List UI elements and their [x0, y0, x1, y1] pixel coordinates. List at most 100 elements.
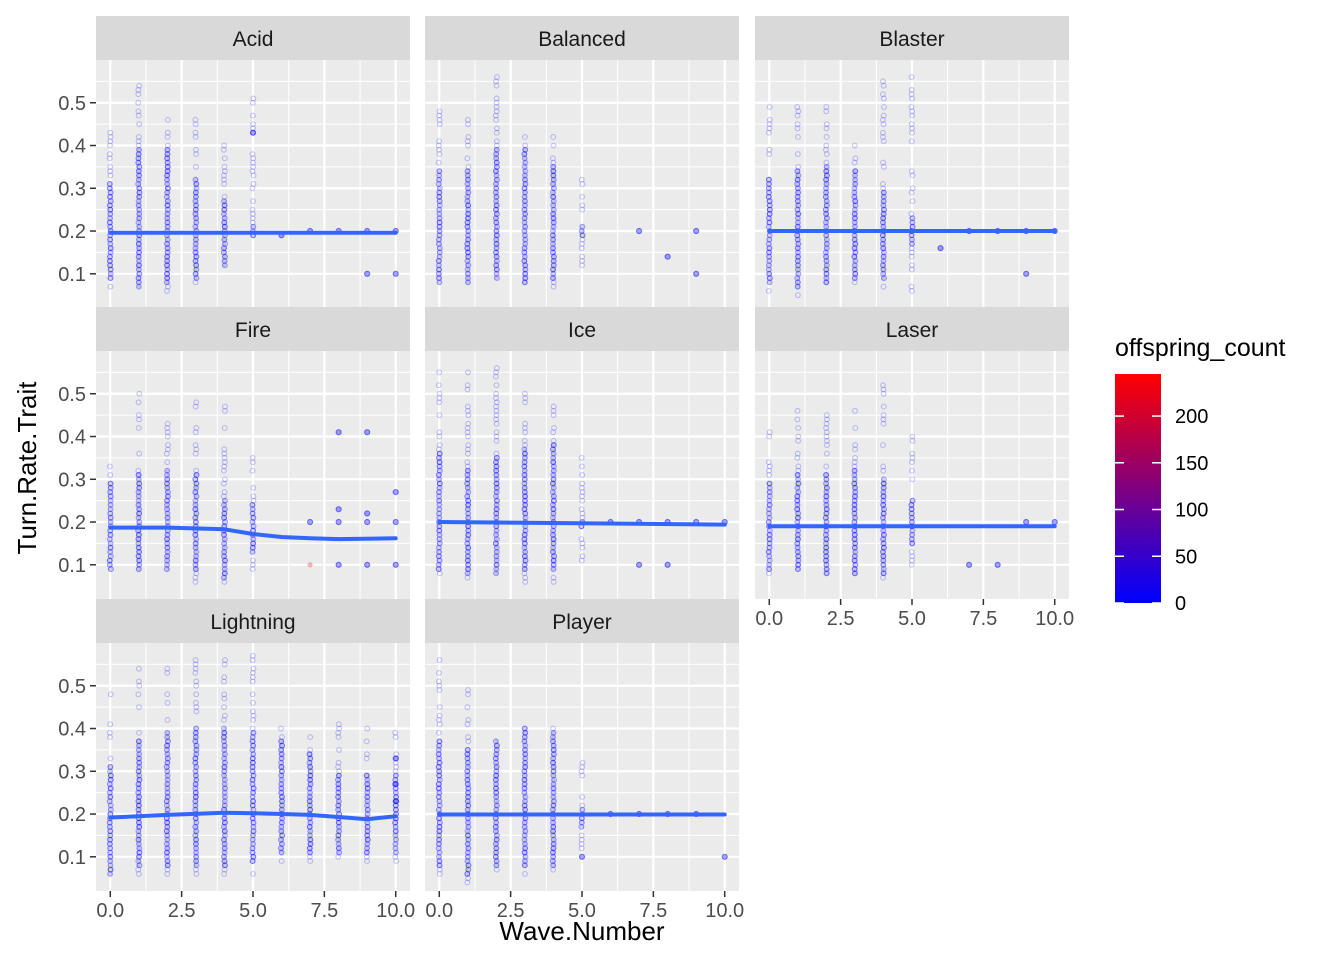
data-point [464, 181, 471, 187]
data-point [881, 203, 886, 208]
data-point [136, 189, 143, 196]
data-point [794, 125, 801, 132]
data-point [136, 82, 143, 89]
data-point [909, 502, 915, 508]
data-point [164, 544, 171, 551]
data-point [521, 437, 528, 444]
data-point [108, 275, 113, 281]
data-point [307, 772, 314, 779]
data-point [335, 506, 342, 513]
x-tick-label: 5.0 [898, 608, 926, 630]
data-point [165, 854, 170, 859]
data-point [307, 789, 313, 796]
data-point [522, 515, 528, 520]
data-point [765, 549, 772, 555]
data-point [221, 168, 228, 175]
data-point [852, 562, 858, 567]
data-point [279, 751, 284, 757]
data-point [880, 561, 887, 568]
data-point [464, 480, 471, 487]
data-point [221, 155, 228, 162]
data-point [437, 275, 442, 281]
data-point [578, 819, 585, 826]
data-point [250, 712, 257, 719]
data-point [550, 437, 557, 444]
data-point [136, 759, 143, 766]
data-point [880, 245, 887, 252]
data-point [107, 866, 114, 873]
data-point [795, 224, 801, 229]
data-point [307, 850, 313, 855]
data-point [364, 773, 370, 778]
data-point [193, 485, 199, 491]
data-point [336, 850, 341, 855]
data-point [550, 185, 557, 192]
data-point [250, 181, 257, 187]
data-point [164, 287, 170, 294]
data-point [221, 172, 227, 179]
data-point [107, 163, 114, 170]
data-point [492, 168, 499, 175]
data-point [767, 554, 772, 559]
data-point [493, 240, 500, 247]
data-point [192, 669, 199, 676]
data-point [165, 186, 170, 191]
data-point [307, 846, 313, 851]
data-point [494, 168, 499, 174]
data-point [250, 224, 256, 229]
data-point [824, 536, 829, 542]
data-point [136, 777, 142, 783]
data-point [551, 739, 556, 744]
data-point [250, 769, 256, 774]
data-point [193, 773, 199, 778]
data-point [437, 756, 442, 761]
data-point [465, 738, 472, 745]
data-point [222, 743, 227, 748]
data-point [766, 463, 773, 470]
data-point [164, 549, 171, 555]
data-point [106, 557, 113, 564]
data-point [522, 841, 528, 847]
data-point [880, 253, 887, 260]
data-point [222, 854, 227, 859]
data-point [908, 266, 915, 273]
data-point [881, 571, 886, 576]
data-point [522, 493, 529, 500]
data-point [521, 172, 528, 179]
data-point [436, 506, 443, 513]
data-point [551, 468, 556, 473]
data-point [135, 275, 142, 282]
data-point [909, 450, 916, 457]
data-point [436, 669, 442, 676]
data-point [136, 198, 142, 204]
data-point [465, 228, 472, 234]
data-point [250, 743, 256, 748]
data-point [165, 250, 170, 255]
data-point [364, 798, 371, 805]
data-point [436, 823, 443, 830]
data-point [136, 241, 142, 247]
data-point [521, 484, 528, 491]
data-point [824, 554, 829, 559]
data-point [767, 207, 772, 212]
data-point [108, 250, 113, 255]
data-point [165, 258, 170, 264]
data-point [193, 203, 199, 208]
data-point [437, 790, 442, 795]
data-point [492, 540, 499, 547]
data-point [250, 760, 256, 765]
data-point [522, 146, 529, 153]
data-point [879, 181, 886, 187]
data-point [136, 854, 142, 859]
data-point [192, 665, 199, 672]
panel-balanced: Balanced [425, 16, 739, 308]
data-point [521, 185, 528, 192]
data-point [550, 497, 557, 504]
data-point [437, 799, 442, 804]
data-point [249, 168, 256, 175]
data-point [465, 545, 471, 550]
data-point [278, 849, 285, 856]
data-point [824, 241, 829, 247]
data-point [550, 566, 557, 573]
data-point [522, 168, 529, 175]
